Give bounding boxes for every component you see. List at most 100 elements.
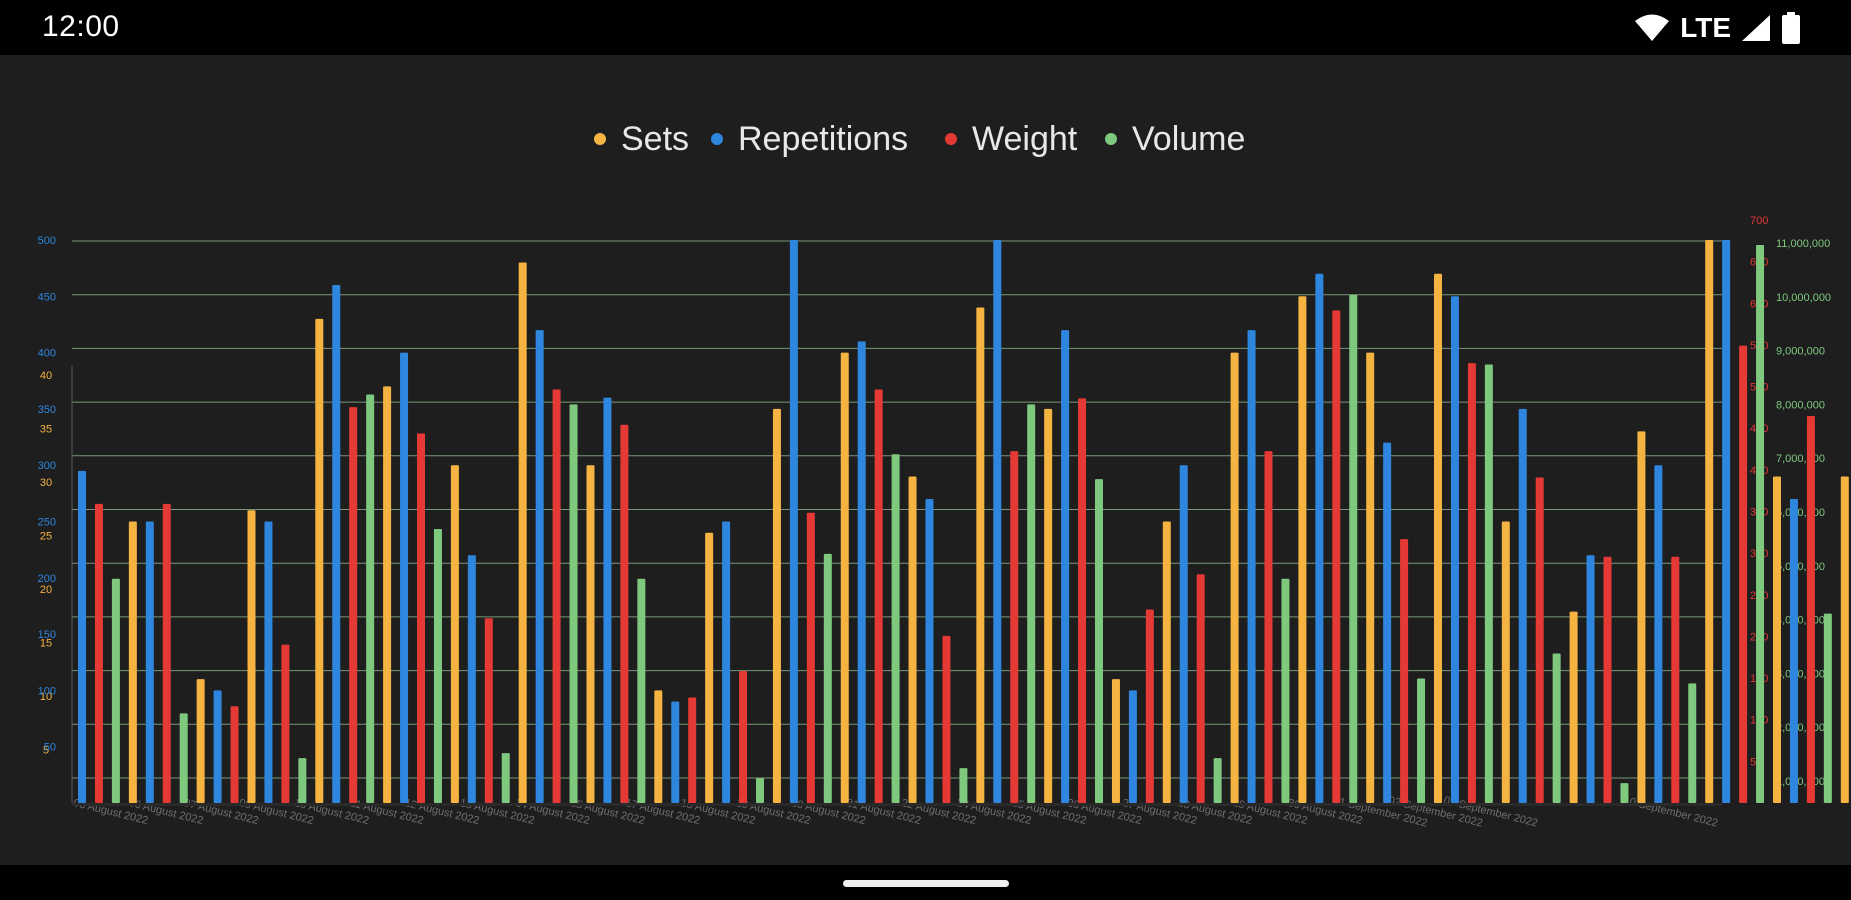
bar-weight [1671,556,1680,803]
y-left-outer-tick-label: 30 [40,477,52,489]
y-right-inner-tick-label: 700 [1750,215,1768,227]
bar-repetitions [264,521,273,803]
bar-repetitions [1586,555,1595,803]
y-left-outer-tick-label: 25 [40,531,52,543]
y-right-outer-tick-label: 2,000,000 [1776,722,1825,734]
chart-screen: 5 10 15 20 25 30 35 40 50 100 150 200 250 300 350 400 45… [0,55,1851,865]
bar-sets [586,465,595,803]
bar-volume [1552,653,1561,803]
bar-sets [315,318,324,803]
y-right-outer-tick-label: 1,000,000 [1776,776,1825,788]
y-left-outer-tick-label: 35 [40,424,52,436]
bar-weight [1806,415,1815,803]
bar-weight [281,644,290,803]
bar-sets [840,352,849,803]
bar-volume [1620,783,1629,803]
y-right-outer-tick-label: 11,000,000 [1776,238,1830,250]
bar-weight [806,512,815,803]
bar-sets [1840,476,1849,803]
bar-weight [1467,363,1476,803]
bar-repetitions [722,521,731,803]
bar-sets [1637,431,1646,803]
bar-repetitions [603,397,612,803]
navigation-bar [0,865,1851,900]
legend-marker-sets [594,133,606,145]
bar-volume [637,578,646,803]
bar-repetitions [1518,408,1527,803]
bar-weight [349,407,358,803]
legend-label-repetitions: Repetitions [738,120,908,158]
axes: 5 10 15 20 25 30 35 40 50 100 150 200 250 300 350 400 45… [38,215,1831,830]
bar-weight [1739,345,1748,803]
bar-volume [179,713,188,803]
bar-sets [1366,352,1375,803]
bar-sets [1501,521,1510,803]
y-right-outer-tick-label: 9,000,000 [1776,346,1825,358]
bar-volume [501,753,510,803]
bar-sets [1773,476,1781,803]
bar-weight [1332,310,1341,803]
bar-weight [162,503,171,803]
y-left-outer-tick-label: 40 [40,370,52,382]
bar-sets [1162,521,1171,803]
bar-sets [1230,352,1239,803]
bar-repetitions [993,240,1002,803]
bar-repetitions [1061,330,1070,803]
y-left-inner-tick-label: 300 [38,460,56,472]
bar-volume [756,778,764,803]
legend-label-weight: Weight [972,120,1078,158]
status-icons: LTE [1634,12,1801,44]
bar-sets [518,262,527,803]
bar-repetitions [925,498,934,803]
legend-marker-weight [945,133,957,145]
x-axis-baseline [72,803,1722,806]
bar-repetitions [1179,465,1188,803]
bar-volume [1417,678,1426,803]
bar-volume [1281,578,1290,803]
bar-volume [433,528,442,803]
legend-marker-volume [1105,133,1117,145]
home-gesture-handle[interactable] [843,880,1009,887]
y-left-inner-tick-label: 150 [38,629,56,641]
bar-sets [772,408,781,803]
bar-weight [1603,556,1612,803]
y-left-inner-tick-label: 100 [38,685,56,697]
bar-volume [569,404,578,803]
network-type-label: LTE [1680,12,1731,43]
bar-volume [823,553,832,803]
y-right-outer-tick-label: 3,000,000 [1776,668,1825,680]
y-left-inner-tick-label: 250 [38,517,56,529]
y-right-outer-tick-label: 8,000,000 [1776,399,1825,411]
bar-repetitions [671,701,680,803]
bar-sets [1705,240,1714,803]
legend: Sets Repetitions Weight Volume [594,120,1245,158]
bar-sets [908,476,917,803]
y-left-outer-tick-label: 5 [43,745,49,757]
y-left-inner-tick-label: 200 [38,573,56,585]
cellular-signal-icon [1742,15,1770,41]
bar-weight [1078,398,1087,803]
bar-repetitions [1128,690,1137,803]
bar-sets [1111,679,1120,803]
legend-label-volume: Volume [1132,120,1245,158]
bar-repetitions [1315,273,1324,803]
y-right-outer-tick-label: 4,000,000 [1776,615,1825,627]
y-left-outer-tick-label: 10 [40,691,52,703]
y-left-outer-tick-label: 20 [40,584,52,596]
bar-weight [417,433,425,803]
bar-volume [298,758,307,803]
bar-repetitions [400,352,409,803]
bars [72,240,1849,806]
bar-weight [620,424,629,803]
bar-sets [383,386,392,803]
bar-volume [1688,683,1697,803]
wifi-icon [1635,14,1670,41]
bar-repetitions [332,285,341,803]
bar-weight [94,503,103,803]
x-tick-label: 10 September 2022 [1622,795,1719,830]
bar-weight [739,671,748,803]
bar-repetitions [1654,465,1663,803]
bar-repetitions [467,555,476,803]
bar-repetitions [1247,330,1256,803]
bar-weight [942,635,951,803]
